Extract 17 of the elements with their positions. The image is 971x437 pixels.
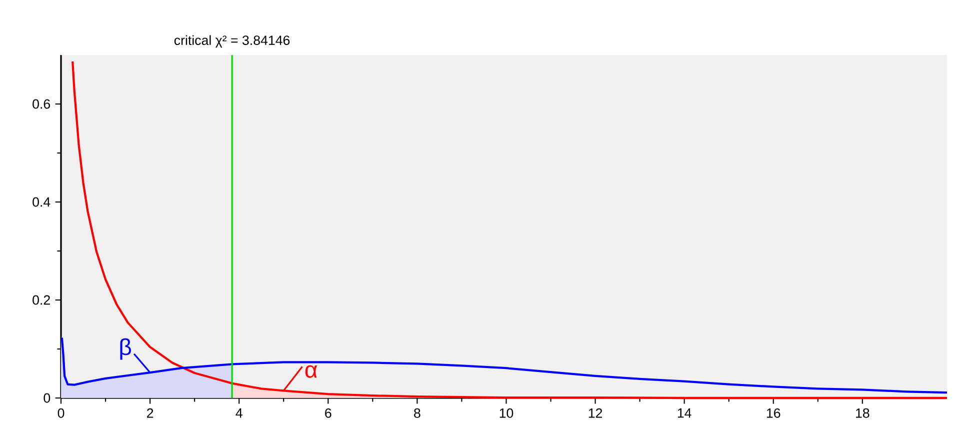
y-tick-label: 0 (44, 393, 50, 403)
x-tick-label: 2 (147, 408, 154, 418)
y-tick-label: 0.4 (32, 197, 50, 207)
x-tick-label: 18 (856, 408, 870, 418)
annotation: β (120, 338, 131, 360)
x-tick-label: 8 (414, 408, 420, 418)
ref-line-label: critical χ² = 3.84146 (174, 35, 290, 48)
x-tick-label: 6 (325, 408, 332, 418)
x-tick-label: 12 (588, 408, 602, 418)
y-tick-label: 0.2 (32, 295, 50, 305)
x-tick-label: 16 (766, 408, 780, 418)
x-tick-label: 10 (500, 408, 514, 418)
x-tick-label: 14 (678, 408, 692, 418)
y-tick-label: 0.6 (32, 99, 50, 109)
annotation: α (305, 365, 318, 378)
x-tick-label: 4 (236, 408, 242, 418)
x-tick-label: 0 (58, 408, 64, 418)
